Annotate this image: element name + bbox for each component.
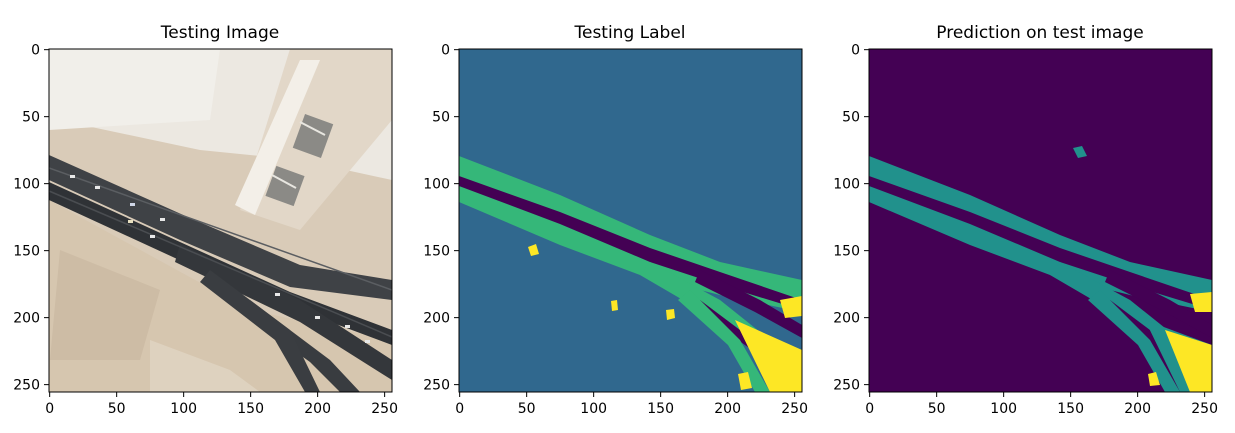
x-tick-label: 100 [580, 401, 607, 417]
x-tick-label: 250 [371, 401, 398, 417]
prediction-map [869, 49, 1212, 392]
panel-title: Prediction on test image [936, 23, 1143, 43]
x-tick-label: 50 [518, 401, 536, 417]
x-tick-label: 200 [304, 401, 331, 417]
y-tick-label: 100 [13, 177, 40, 193]
panel-title: Testing Label [573, 23, 685, 43]
x-tick-label: 0 [865, 401, 874, 417]
y-tick-label: 200 [423, 311, 450, 327]
y-tick-label: 250 [13, 378, 40, 394]
panel-testing-label: Testing Label [458, 23, 803, 393]
x-tick-label: 0 [455, 401, 464, 417]
x-tick-label: 150 [647, 401, 674, 417]
x-tick-label: 50 [928, 401, 946, 417]
y-tick-label: 250 [833, 378, 860, 394]
y-tick-label: 200 [833, 311, 860, 327]
y-tick-label: 50 [432, 110, 450, 126]
y-tick-label: 100 [423, 177, 450, 193]
satellite-image [49, 49, 392, 392]
x-tick-label: 100 [990, 401, 1017, 417]
x-tick-label: 250 [781, 401, 808, 417]
y-tick-label: 0 [851, 43, 860, 59]
y-tick-label: 150 [423, 244, 450, 260]
y-tick-label: 0 [441, 43, 450, 59]
y-tick-label: 50 [22, 110, 40, 126]
x-tick-label: 0 [45, 401, 54, 417]
panel-prediction: Prediction on test image [868, 23, 1213, 393]
axes: 0 50 100 150 200 250 0 50 100 150 200 250 0 50 100 150 2… [13, 43, 1218, 417]
y-tick-label: 100 [833, 177, 860, 193]
y-tick-label: 50 [842, 110, 860, 126]
x-tick-label: 150 [237, 401, 264, 417]
x-tick-label: 150 [1057, 401, 1084, 417]
panel-title: Testing Image [160, 23, 279, 43]
x-tick-label: 250 [1191, 401, 1218, 417]
y-tick-label: 200 [13, 311, 40, 327]
x-tick-label: 200 [714, 401, 741, 417]
x-tick-label: 100 [170, 401, 197, 417]
y-tick-label: 150 [833, 244, 860, 260]
panel-testing-image: Testing Image [48, 23, 393, 393]
y-tick-label: 150 [13, 244, 40, 260]
y-tick-label: 250 [423, 378, 450, 394]
x-tick-label: 200 [1124, 401, 1151, 417]
y-tick-label: 0 [31, 43, 40, 59]
x-tick-label: 50 [108, 401, 126, 417]
label-map [459, 49, 802, 392]
